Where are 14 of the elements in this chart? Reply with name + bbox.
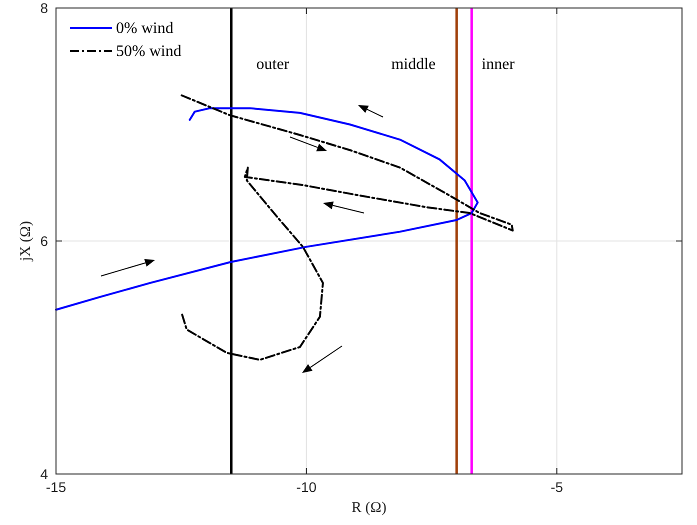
y-tick-label: 6	[40, 233, 48, 249]
y-axis-title: jX (Ω)	[18, 221, 34, 262]
y-tick-label: 8	[40, 0, 48, 16]
legend-label: 0% wind	[116, 20, 174, 37]
legend-label: 50% wind	[116, 43, 182, 60]
x-tick-label: -5	[550, 479, 564, 495]
line-series	[55, 107, 479, 311]
x-tick-label: -10	[296, 479, 317, 495]
annotation: outer	[256, 56, 290, 73]
annotation: inner	[482, 56, 516, 73]
annotation: middle	[391, 56, 436, 73]
y-tick-label: 4	[40, 466, 48, 482]
x-axis-title: R (Ω)	[352, 500, 386, 516]
x-tick-label: -15	[46, 479, 66, 495]
